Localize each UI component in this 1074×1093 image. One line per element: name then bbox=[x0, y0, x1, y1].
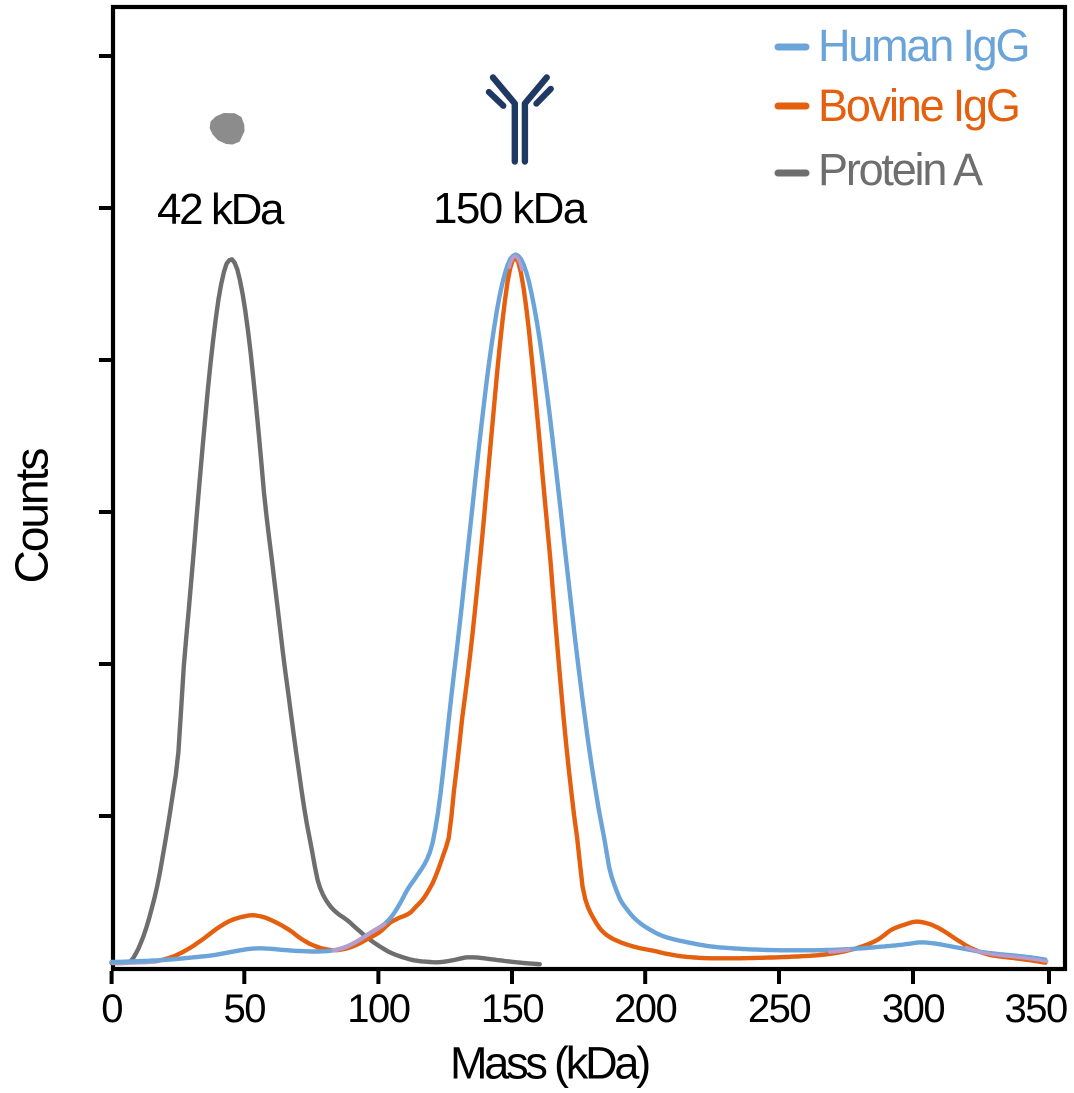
svg-text:100: 100 bbox=[347, 987, 409, 1031]
svg-text:Bovine IgG: Bovine IgG bbox=[818, 80, 1019, 131]
svg-text:Mass (kDa): Mass (kDa) bbox=[450, 1038, 649, 1089]
svg-text:300: 300 bbox=[882, 987, 944, 1031]
svg-text:50: 50 bbox=[224, 987, 266, 1031]
svg-text:Protein A: Protein A bbox=[818, 144, 983, 195]
svg-text:150 kDa: 150 kDa bbox=[433, 184, 588, 233]
svg-text:150: 150 bbox=[481, 987, 543, 1031]
svg-text:350: 350 bbox=[1004, 987, 1066, 1031]
svg-text:Counts: Counts bbox=[6, 449, 58, 584]
svg-text:0: 0 bbox=[101, 987, 122, 1031]
svg-text:250: 250 bbox=[748, 987, 810, 1031]
svg-text:Human IgG: Human IgG bbox=[818, 20, 1028, 71]
svg-text:200: 200 bbox=[614, 987, 676, 1031]
svg-text:42 kDa: 42 kDa bbox=[157, 185, 285, 234]
